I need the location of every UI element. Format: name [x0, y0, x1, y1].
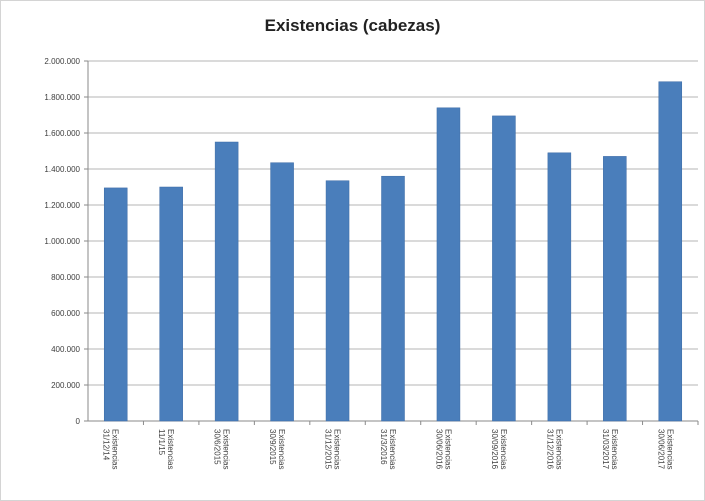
- y-tick-label: 600.000: [51, 309, 80, 318]
- bar: [658, 81, 683, 422]
- bar: [603, 156, 627, 422]
- x-tick-label: Existencias30/9/2015: [268, 429, 286, 469]
- y-tick-label: 1.800.000: [44, 93, 80, 102]
- x-tick-label: Existencias30/09/2016: [490, 429, 508, 470]
- bar: [436, 107, 461, 422]
- bar: [214, 141, 239, 422]
- bar: [492, 115, 516, 422]
- bar: [270, 162, 294, 422]
- y-tick-label: 1.000.000: [44, 237, 80, 246]
- chart-title: Existencias (cabezas): [264, 16, 441, 35]
- y-tick-label: 0: [76, 417, 81, 426]
- y-tick-label: 1.400.000: [44, 165, 80, 174]
- y-tick-label: 1.200.000: [44, 201, 80, 210]
- x-tick-label: Existencias31/12/2015: [324, 429, 342, 470]
- y-tick-label: 400.000: [51, 345, 80, 354]
- bar: [381, 175, 405, 422]
- x-tick-label: Existencias30/06/2017: [656, 429, 674, 470]
- x-tick-label: Existencias31/12/14: [102, 429, 120, 469]
- bar: [325, 180, 350, 422]
- bar: [159, 186, 183, 422]
- y-tick-label: 200.000: [51, 381, 80, 390]
- y-tick-label: 1.600.000: [44, 129, 80, 138]
- x-tick-label: Existencias31/03/2017: [601, 429, 619, 470]
- x-tick-label: Existencias31/12/2016: [545, 429, 563, 470]
- bar: [103, 187, 128, 422]
- x-tick-label: Existencias31/3/2016: [379, 429, 397, 469]
- y-tick-label: 800.000: [51, 273, 80, 282]
- y-tick-label: 2.000.000: [44, 57, 80, 66]
- x-tick-label: Existencias30/06/2016: [434, 429, 452, 470]
- bar: [547, 152, 572, 422]
- x-tick-label: Existencias11/1/15: [157, 429, 175, 469]
- x-tick-label: Existencias30/6/2015: [213, 429, 231, 469]
